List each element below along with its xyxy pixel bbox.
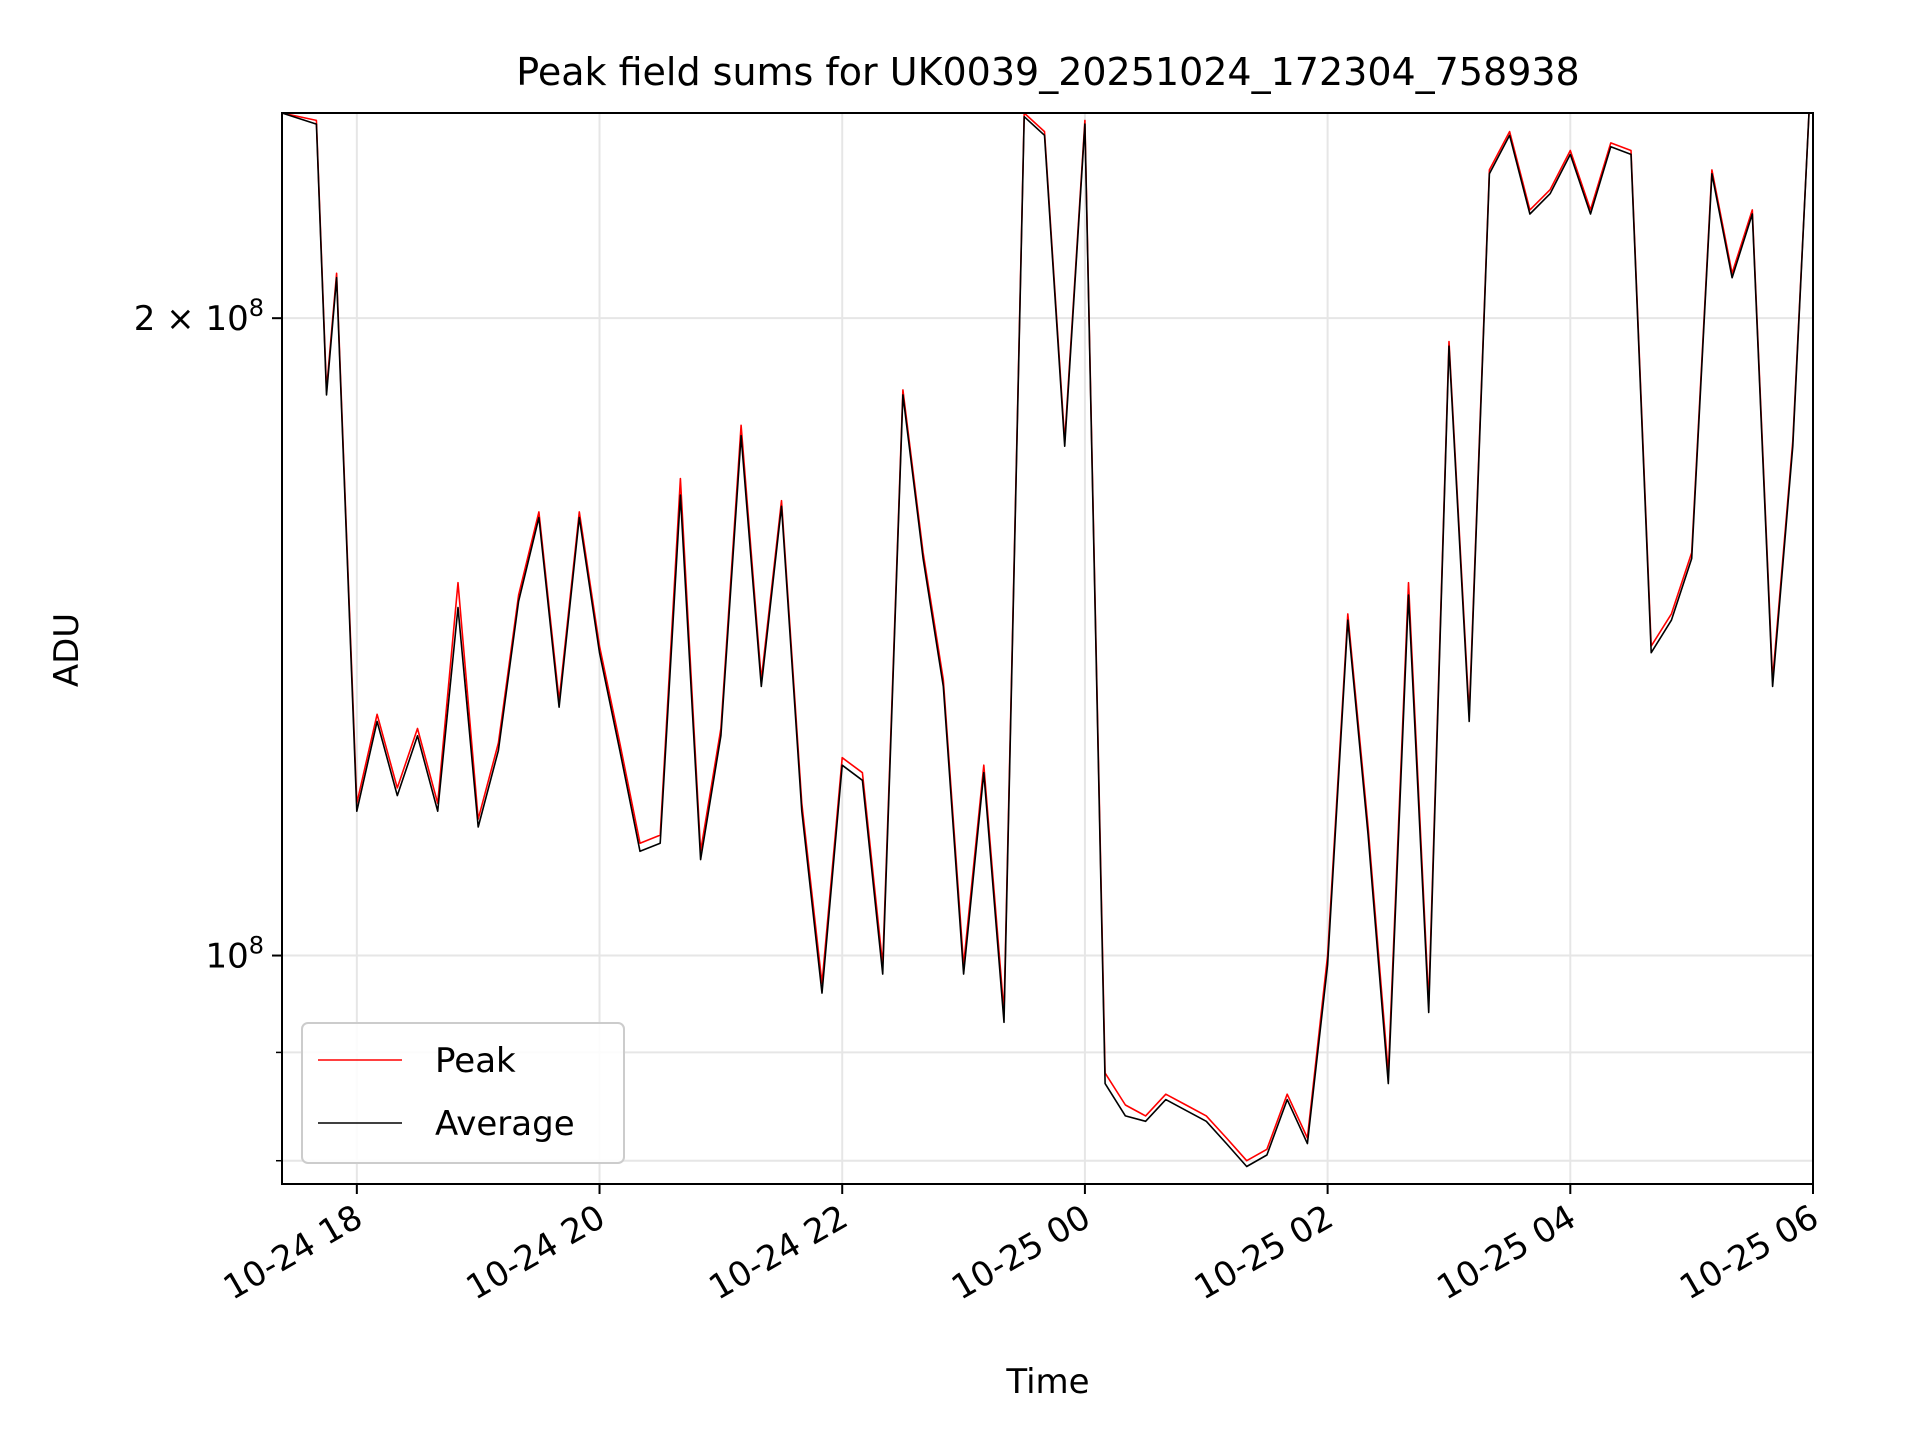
plot-frame: [281, 112, 1814, 1185]
legend-label-peak: Peak: [435, 1041, 516, 1081]
legend-label-average: Average: [435, 1104, 575, 1144]
series-line-average: [281, 112, 1810, 1168]
legend-box: [301, 1022, 625, 1164]
series-layer: [281, 112, 1810, 1168]
legend: Peak Average: [301, 1022, 625, 1164]
y-axis-label: ADU: [47, 613, 87, 687]
y-tick-label: 2 × 108: [134, 294, 264, 339]
series-line-peak: [281, 112, 1810, 1162]
x-axis-label: Time: [1005, 1362, 1089, 1402]
chart-title: Peak field sums for UK0039_20251024_1723…: [516, 50, 1579, 94]
grid: [282, 113, 1814, 1184]
